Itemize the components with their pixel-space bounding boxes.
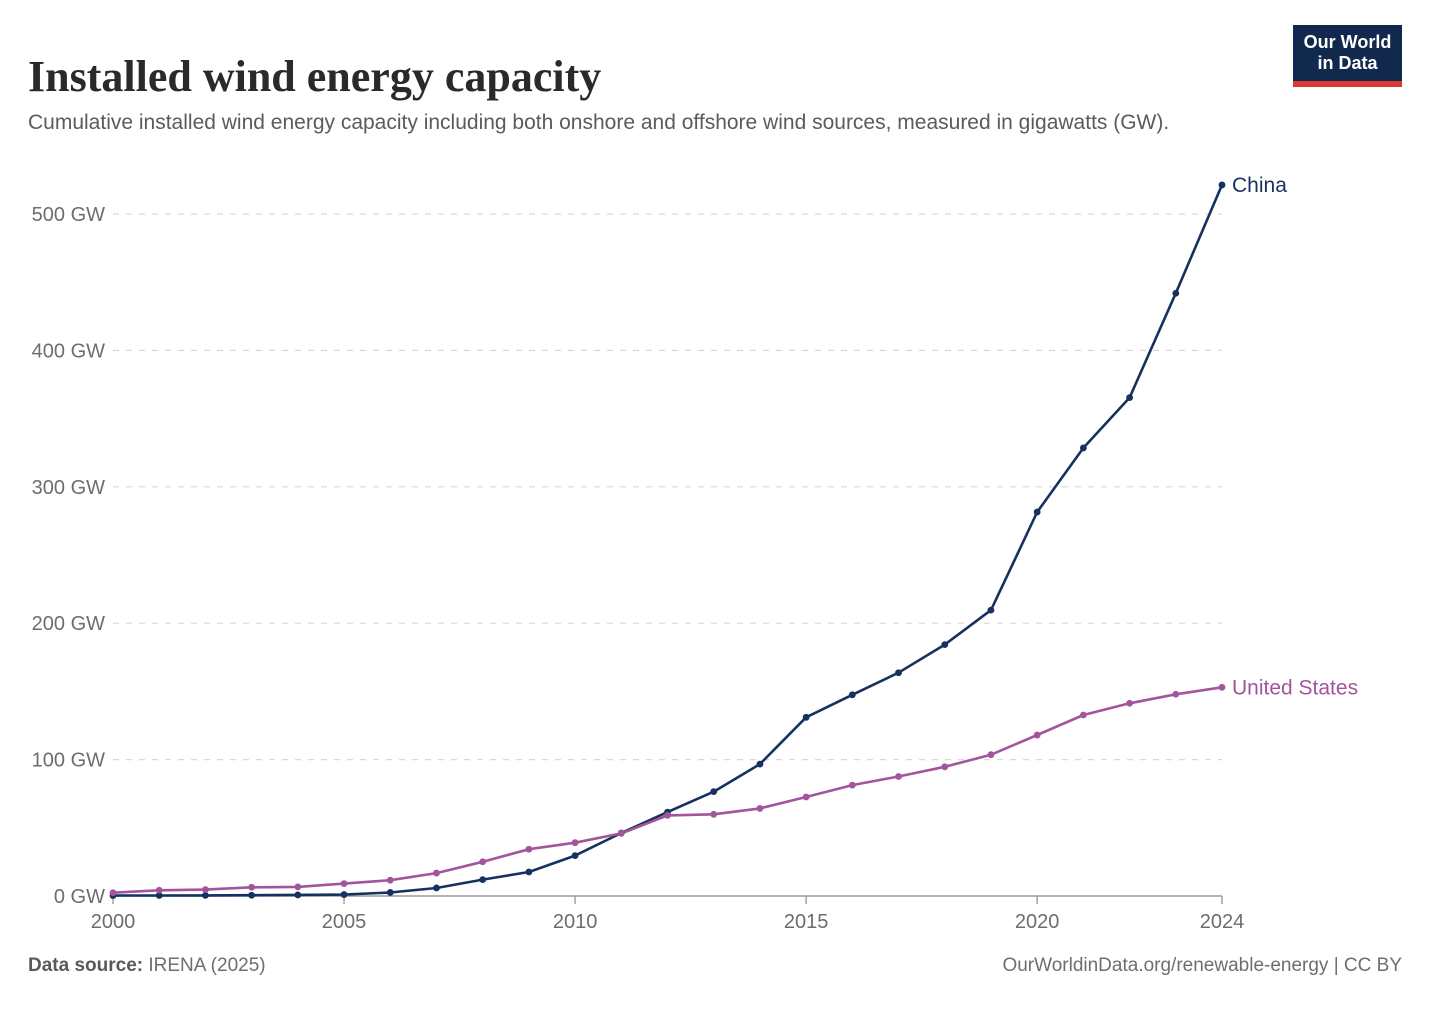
point-united-states-2001 (155, 886, 163, 894)
point-united-states-2015 (802, 793, 810, 801)
point-united-states-2012 (664, 811, 671, 819)
y-tick-label-200: 200 GW (32, 613, 105, 635)
point-china-2014 (756, 760, 764, 768)
owid-logo: Our World in Data (1293, 25, 1402, 87)
point-china-2007 (433, 884, 440, 892)
point-china-2018 (941, 641, 949, 649)
point-united-states-2007 (433, 869, 440, 877)
point-united-states-2005 (340, 880, 348, 887)
series-label-united-states: United States (1232, 676, 1358, 699)
point-china-2001 (155, 892, 163, 899)
point-united-states-2003 (248, 883, 256, 891)
point-china-2008 (479, 876, 487, 884)
point-china-2004 (294, 891, 302, 899)
y-tick-label-0: 0 GW (54, 886, 105, 908)
point-china-2015 (802, 713, 810, 721)
logo-line2: in Data (1317, 53, 1378, 73)
point-united-states-2009 (525, 845, 533, 853)
point-united-states-2022 (1126, 699, 1133, 707)
point-united-states-2020 (1033, 731, 1041, 739)
point-united-states-2004 (294, 883, 302, 891)
point-china-2006 (386, 889, 394, 896)
point-united-states-2017 (895, 773, 902, 780)
chart-subtitle: Cumulative installed wind energy capacit… (28, 111, 1170, 134)
logo-line1: Our World (1303, 32, 1392, 53)
point-china-2022 (1126, 394, 1133, 401)
footer-url: OurWorldinData.org/renewable-energy | CC… (1002, 955, 1402, 976)
point-united-states-2006 (386, 876, 394, 884)
point-united-states-2000 (109, 889, 117, 897)
point-united-states-2002 (202, 886, 209, 893)
point-united-states-2008 (479, 858, 487, 866)
point-united-states-2021 (1079, 711, 1087, 719)
point-china-2010 (571, 852, 579, 860)
point-china-2013 (710, 788, 718, 796)
chart-title: Installed wind energy capacity (28, 52, 602, 102)
point-united-states-2016 (848, 781, 856, 789)
point-united-states-2013 (710, 810, 718, 818)
point-china-2019 (987, 606, 995, 614)
x-tick-label-2015: 2015 (784, 911, 829, 933)
x-tick-label-2000: 2000 (91, 911, 136, 933)
data-source-label: Data source: (28, 955, 144, 976)
point-united-states-2014 (756, 805, 764, 812)
point-china-2005 (340, 891, 348, 898)
point-china-2020 (1033, 508, 1041, 516)
x-tick-label-2020: 2020 (1015, 911, 1060, 933)
point-china-2009 (525, 868, 533, 876)
y-tick-label-300: 300 GW (32, 477, 105, 499)
point-china-2003 (248, 891, 256, 899)
point-china-2016 (848, 691, 856, 699)
x-tick-label-2024: 2024 (1200, 911, 1245, 933)
point-china-2002 (202, 891, 209, 899)
point-china-2023 (1172, 289, 1180, 297)
point-china-2021 (1079, 444, 1087, 452)
line-china (111, 183, 1224, 897)
point-united-states-2011 (617, 829, 625, 837)
chart-footer: Data source: IRENA (2025) OurWorldinData… (28, 955, 1402, 977)
x-tick-label-2010: 2010 (553, 911, 598, 933)
y-tick-label-400: 400 GW (32, 340, 105, 362)
point-united-states-2024 (1218, 683, 1226, 691)
series-label-china: China (1232, 174, 1287, 197)
line-united-states (111, 685, 1224, 895)
data-source: Data source: IRENA (2025) (28, 955, 266, 977)
point-united-states-2018 (941, 763, 949, 771)
point-united-states-2023 (1172, 690, 1180, 698)
y-tick-label-100: 100 GW (32, 750, 105, 772)
point-china-2024 (1218, 181, 1226, 189)
point-china-2017 (895, 669, 902, 677)
y-tick-label-500: 500 GW (32, 204, 105, 226)
x-tick-label-2005: 2005 (322, 911, 367, 933)
point-united-states-2019 (987, 751, 995, 759)
point-united-states-2010 (571, 839, 579, 847)
data-source-value: IRENA (2025) (143, 955, 266, 976)
